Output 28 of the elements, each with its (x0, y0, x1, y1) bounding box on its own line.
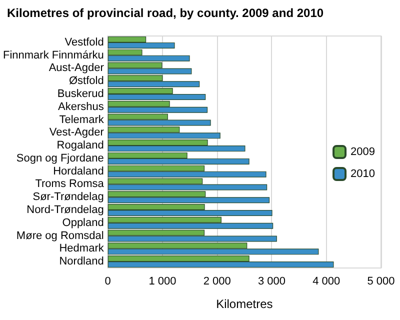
y-tick-label: Hordaland (53, 165, 104, 178)
y-tick-label: Møre og Romsdal (16, 230, 104, 242)
y-tick-label: Akershus (58, 100, 104, 113)
x-tick-label: 0 (104, 276, 111, 288)
x-tick-label: 3 000 (258, 276, 286, 288)
y-tick-label: Hedmark (59, 242, 104, 255)
x-tick-label: 1 000 (148, 276, 176, 288)
legend-label: 2009 (350, 146, 376, 158)
y-tick-label: Troms Romsa (35, 178, 105, 190)
chart-title: Kilometres of provincial road, by county. 2009 and 2010 (7, 6, 324, 20)
x-axis-title: Kilometres (216, 297, 273, 311)
x-tick-label: 2 000 (203, 276, 231, 288)
y-tick-label: Nord-Trøndelag (26, 204, 104, 216)
y-tick-label: Nordland (59, 256, 104, 268)
y-tick-label: Rogaland (56, 140, 104, 152)
y-tick-label: Buskerud (57, 88, 104, 100)
x-tick-label: 4 000 (312, 276, 340, 288)
y-tick-label: Vest-Agder (49, 126, 104, 139)
x-tick-label: 5 000 (367, 276, 395, 288)
y-tick-label: Oppland (62, 216, 104, 229)
y-tick-label: Finnmark Finnmárku (3, 49, 104, 62)
y-tick-label: Vestfold (64, 36, 104, 48)
y-tick-label: Sogn og Fjordane (16, 152, 104, 164)
y-tick-label: Østfold (69, 75, 104, 88)
legend-label: 2010 (350, 168, 376, 180)
y-tick-label: Sør-Trøndelag (32, 191, 104, 204)
y-tick-label: Aust-Agder (48, 62, 104, 74)
y-tick-label: Telemark (59, 114, 104, 126)
